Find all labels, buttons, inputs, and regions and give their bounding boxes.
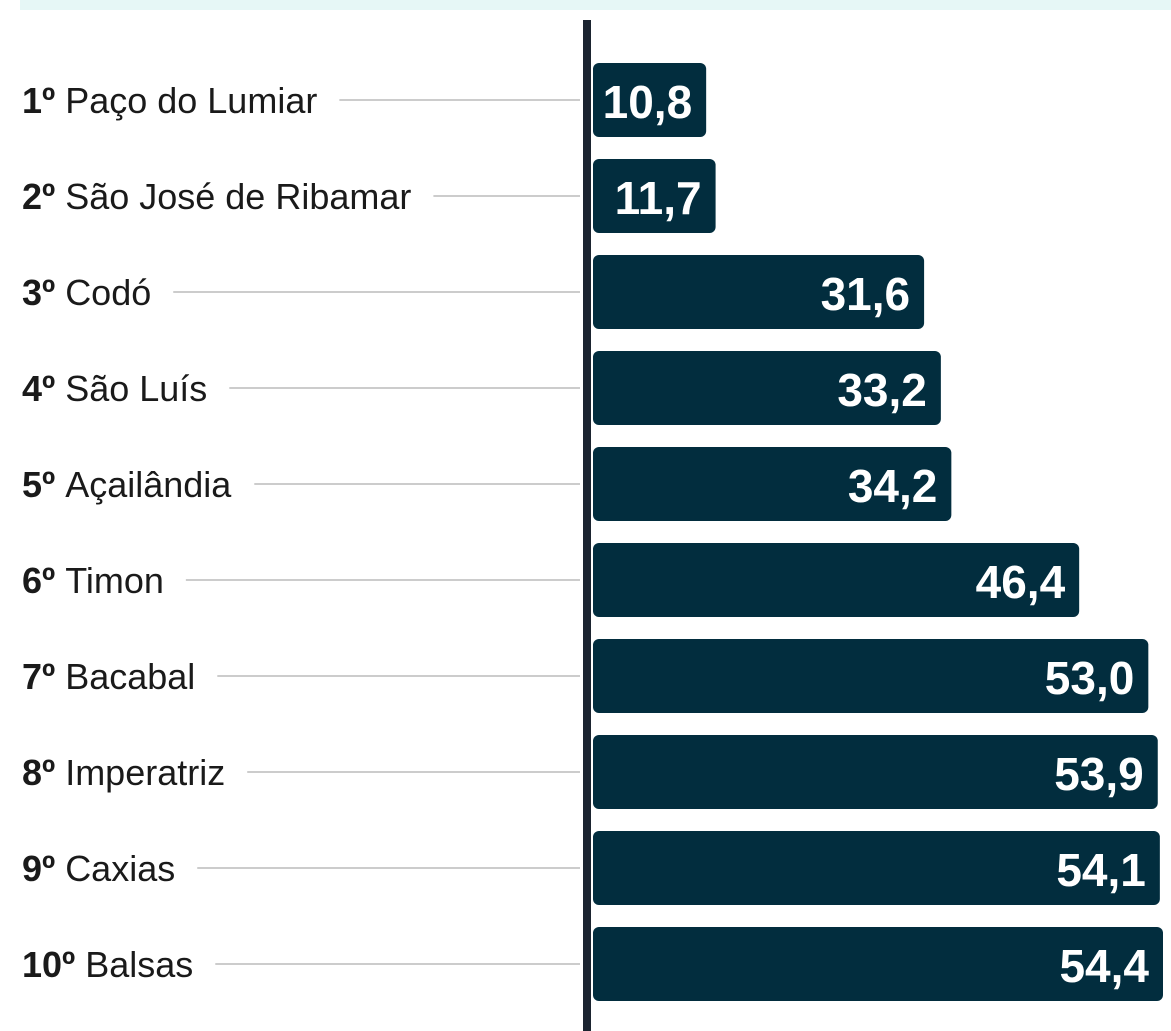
category-label: 2º São José de Ribamar [22,176,411,217]
spacer [55,560,65,601]
category-label: 4º São Luís [22,368,207,409]
value-label: 11,7 [615,172,702,224]
category-name: Imperatriz [65,752,225,793]
category-label: 7º Bacabal [22,656,195,697]
category-label: 3º Codó [22,272,151,313]
value-label: 34,2 [848,460,938,512]
category-name: São Luís [65,368,207,409]
spacer [55,656,65,697]
bar [593,927,1163,1001]
spacer [55,464,65,505]
top-strip [20,0,1171,10]
value-label: 54,4 [1059,940,1149,992]
value-label: 33,2 [837,364,927,416]
category-name: Caxias [65,848,175,889]
bar [593,63,707,137]
rank: 8º [22,752,55,793]
axis-line [583,20,591,1031]
category-label: 8º Imperatriz [22,752,225,793]
category-name: Codó [65,272,151,313]
spacer [55,80,65,121]
rank: 7º [22,656,55,697]
rank: 9º [22,848,55,889]
value-label: 46,4 [976,556,1066,608]
value-label: 53,9 [1054,748,1144,800]
category-name: São José de Ribamar [65,176,411,217]
spacer [55,272,65,313]
bar [593,447,952,521]
bar [593,639,1149,713]
rank: 5º [22,464,55,505]
rank: 3º [22,272,55,313]
rank: 10º [22,944,75,985]
rank: 2º [22,176,55,217]
spacer [55,176,65,217]
spacer [55,368,65,409]
spacer [75,944,85,985]
bar [593,255,925,329]
category-name: Paço do Lumiar [65,80,317,121]
bar [593,543,1080,617]
value-label: 10,8 [603,76,693,128]
category-label: 9º Caxias [22,848,175,889]
category-name: Balsas [85,944,193,985]
rank: 6º [22,560,55,601]
category-label: 10º Balsas [22,944,193,985]
value-label: 53,0 [1045,652,1135,704]
bar [593,831,1160,905]
spacer [55,848,65,889]
bar [593,735,1158,809]
category-name: Açailândia [65,464,232,505]
spacer [55,752,65,793]
bar [593,351,941,425]
category-label: 5º Açailândia [22,464,232,505]
category-label: 1º Paço do Lumiar [22,80,317,121]
rank: 4º [22,368,55,409]
category-name: Bacabal [65,656,195,697]
category-label: 6º Timon [22,560,164,601]
value-label: 31,6 [821,268,911,320]
category-name: Timon [65,560,164,601]
bar [593,159,716,233]
value-label: 54,1 [1056,844,1146,896]
rank: 1º [22,80,55,121]
